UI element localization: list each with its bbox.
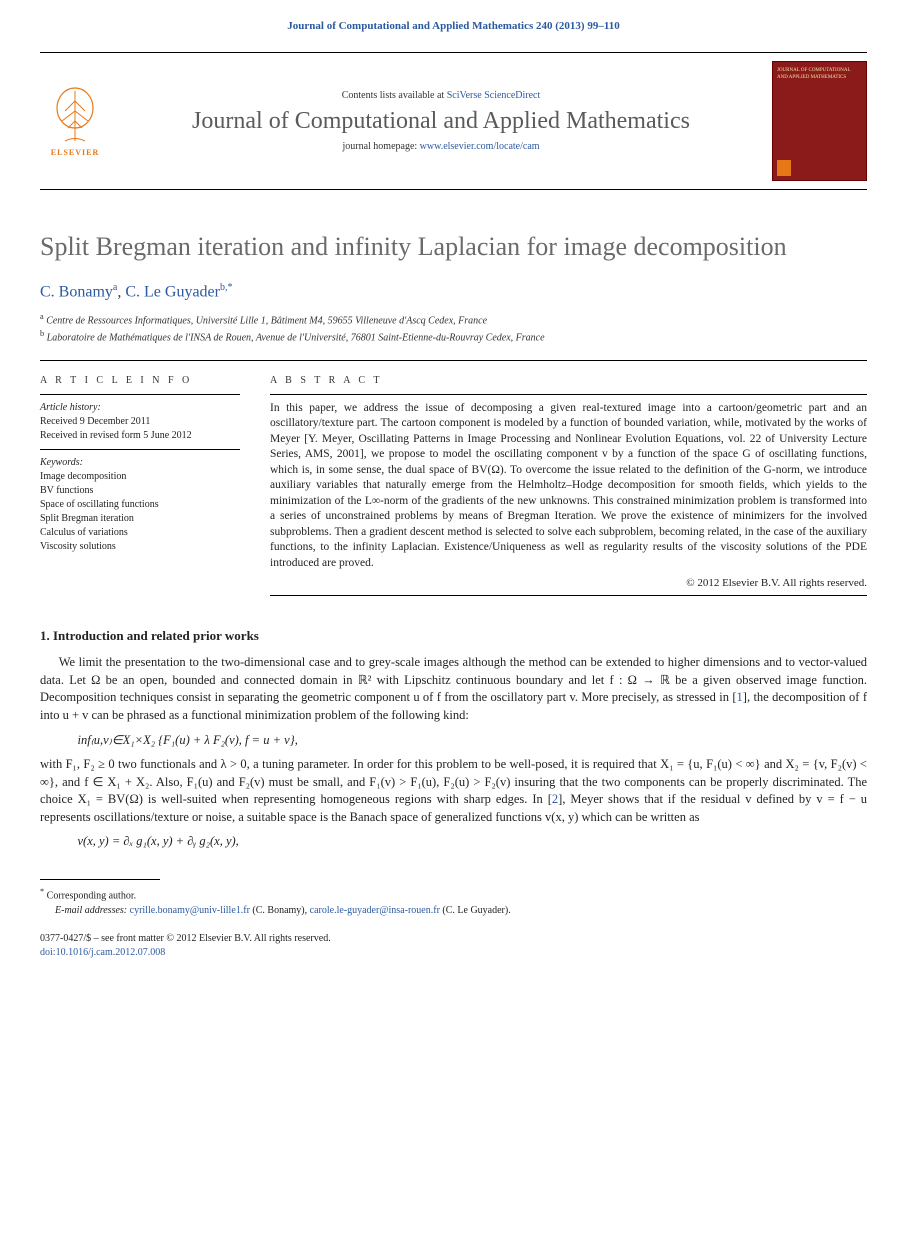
affiliation: a Centre de Ressources Informatiques, Un… xyxy=(40,311,867,328)
keyword: BV functions xyxy=(40,484,240,498)
email-who: (C. Bonamy), xyxy=(252,905,307,916)
doi-link[interactable]: doi:10.1016/j.cam.2012.07.008 xyxy=(40,947,165,958)
running-head: Journal of Computational and Applied Mat… xyxy=(40,20,867,32)
copyright-line: © 2012 Elsevier B.V. All rights reserved… xyxy=(270,577,867,589)
history-block: Article history: Received 9 December 201… xyxy=(40,401,240,443)
contents-prefix: Contents lists available at xyxy=(342,90,447,101)
doi-label: doi: xyxy=(40,947,56,958)
author-mark[interactable]: a xyxy=(113,282,117,293)
contents-line: Contents lists available at SciVerse Sci… xyxy=(120,90,762,101)
elsevier-logo[interactable]: ELSEVIER xyxy=(40,61,110,181)
homepage-link[interactable]: www.elsevier.com/locate/cam xyxy=(420,141,540,152)
keyword: Image decomposition xyxy=(40,470,240,484)
keyword: Split Bregman iteration xyxy=(40,512,240,526)
homepage-prefix: journal homepage: xyxy=(342,141,419,152)
email-link[interactable]: cyrille.bonamy@univ-lille1.fr xyxy=(130,905,250,916)
masthead-center: Contents lists available at SciVerse Sci… xyxy=(120,61,762,181)
info-rule xyxy=(270,595,867,596)
info-rule xyxy=(270,394,867,395)
revised-date: Received in revised form 5 June 2012 xyxy=(40,429,240,443)
keywords-block: Keywords: Image decomposition BV functio… xyxy=(40,456,240,554)
article-title: Split Bregman iteration and infinity Lap… xyxy=(40,230,867,264)
doi-value: 10.1016/j.cam.2012.07.008 xyxy=(56,947,166,958)
issn-line: 0377-0427/$ – see front matter © 2012 El… xyxy=(40,932,867,946)
email-line: E-mail addresses: cyrille.bonamy@univ-li… xyxy=(40,904,867,918)
section-1-head: 1. Introduction and related prior works xyxy=(40,628,867,644)
journal-cover-thumb[interactable]: JOURNAL OF COMPUTATIONAL AND APPLIED MAT… xyxy=(772,61,867,181)
body-paragraph: with F₁, F₂ ≥ 0 two functionals and λ > … xyxy=(40,756,867,826)
email-label: E-mail addresses: xyxy=(55,905,127,916)
divider xyxy=(40,360,867,361)
sciencedirect-link[interactable]: SciVerse ScienceDirect xyxy=(447,90,541,101)
abstract-text: In this paper, we address the issue of d… xyxy=(270,401,867,572)
abstract-head: A B S T R A C T xyxy=(270,375,867,386)
affil-text: Laboratoire de Mathématiques de l'INSA d… xyxy=(47,333,545,344)
publisher-name: ELSEVIER xyxy=(51,148,99,157)
homepage-line: journal homepage: www.elsevier.com/locat… xyxy=(120,141,762,152)
author-link[interactable]: C. Le Guyader xyxy=(125,283,220,300)
affil-mark: b xyxy=(40,329,44,338)
bottom-meta: 0377-0427/$ – see front matter © 2012 El… xyxy=(40,932,867,960)
footnote-rule xyxy=(40,879,160,880)
abstract: A B S T R A C T In this paper, we addres… xyxy=(270,375,867,603)
article-info: A R T I C L E I N F O Article history: R… xyxy=(40,375,240,603)
info-rule xyxy=(40,394,240,395)
author-link[interactable]: C. Bonamy xyxy=(40,283,113,300)
keyword: Calculus of variations xyxy=(40,526,240,540)
cover-thumb-logo-icon xyxy=(777,160,791,176)
doi-line: doi:10.1016/j.cam.2012.07.008 xyxy=(40,946,867,960)
info-abstract-row: A R T I C L E I N F O Article history: R… xyxy=(40,375,867,603)
footnotes: * Corresponding author. E-mail addresses… xyxy=(40,886,867,917)
journal-name: Journal of Computational and Applied Mat… xyxy=(120,107,762,136)
affiliation: b Laboratoire de Mathématiques de l'INSA… xyxy=(40,328,867,345)
keyword: Viscosity solutions xyxy=(40,540,240,554)
body-paragraph: We limit the presentation to the two-dim… xyxy=(40,654,867,724)
elsevier-tree-icon xyxy=(50,86,100,146)
cover-thumb-title: JOURNAL OF COMPUTATIONAL AND APPLIED MAT… xyxy=(773,62,866,87)
corr-text: Corresponding author. xyxy=(47,891,136,902)
masthead: ELSEVIER Contents lists available at Sci… xyxy=(40,53,867,190)
author-mark[interactable]: b,* xyxy=(220,282,233,293)
email-link[interactable]: carole.le-guyader@insa-rouen.fr xyxy=(310,905,440,916)
equation: v(x, y) = ∂ₓ g₁(x, y) + ∂ᵧ g₂(x, y), xyxy=(78,834,868,849)
affil-text: Centre de Ressources Informatiques, Univ… xyxy=(46,315,487,326)
equation: inf₍u,v₎∈X₁×X₂ {F₁(u) + λ F₂(v), f = u +… xyxy=(78,732,868,748)
keywords-label: Keywords: xyxy=(40,456,240,470)
keyword: Space of oscillating functions xyxy=(40,498,240,512)
email-who: (C. Le Guyader). xyxy=(442,905,510,916)
info-rule xyxy=(40,449,240,450)
history-label: Article history: xyxy=(40,401,240,415)
received-date: Received 9 December 2011 xyxy=(40,415,240,429)
corresponding-note: * Corresponding author. xyxy=(40,886,867,903)
affil-mark: a xyxy=(40,312,44,321)
article-info-head: A R T I C L E I N F O xyxy=(40,375,240,386)
corr-mark: * xyxy=(40,887,44,896)
authors: C. Bonamya, C. Le Guyaderb,* xyxy=(40,282,867,301)
